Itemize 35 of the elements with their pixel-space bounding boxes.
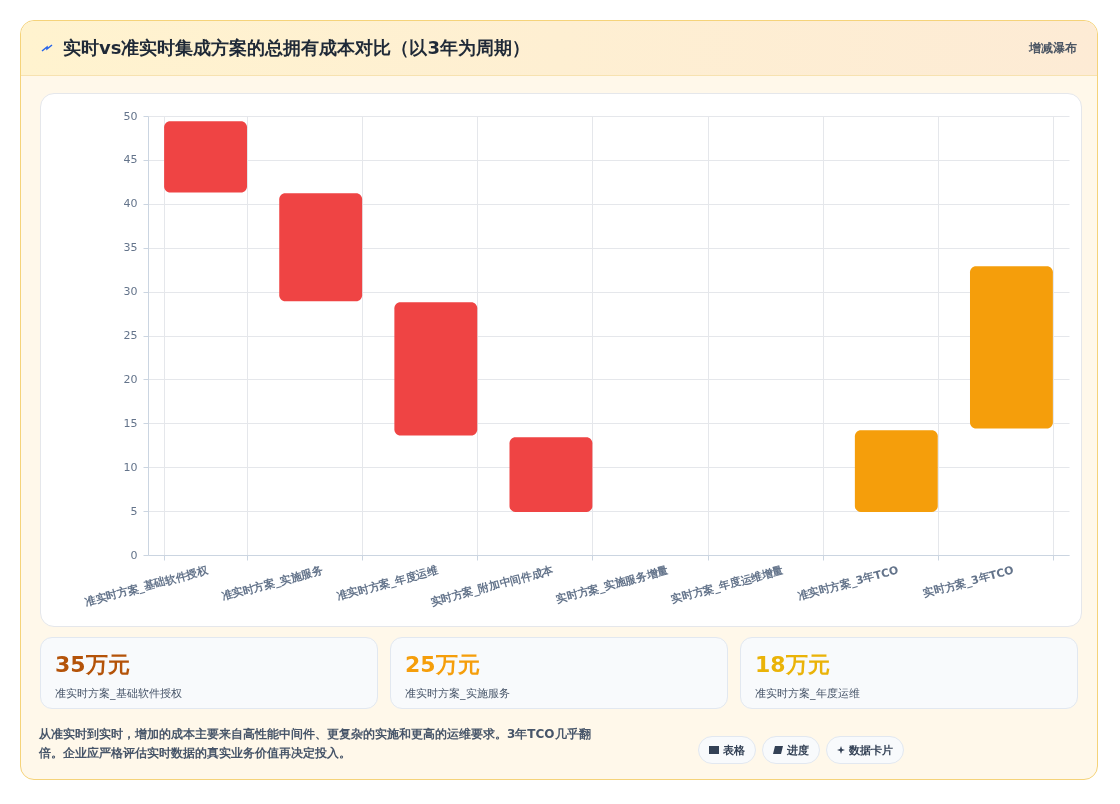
x-tick-label: 实时方案_年度运维增量 [669,563,785,606]
x-tick-label: 准实时方案_3年TCO [796,563,900,604]
y-tick-label: 25 [123,329,138,342]
y-tick-label: 35 [123,241,138,255]
chart-title: 实时vs准实时集成方案的总拥有成本对比（以3年为周期） [63,36,530,60]
text: 从准实时到实时，增加的成本主要来自高性能中间件、更复杂的实施和更高的运维要求。3年TCO几乎翻倍。企业应严格评估实时数据的真实业务价值再决定投入。 [39,726,592,762]
y-tick-label: 15 [123,416,138,430]
text: 数据卡片 [849,742,893,758]
bar [164,121,248,193]
y-tick-label: 20 [123,372,138,386]
y-tick-label: 30 [123,285,138,299]
x-tick-label: 准实时方案_实施服务 [219,563,325,604]
text: 35万元 [55,651,131,679]
bar [509,437,593,512]
y-tick-label: 0 [130,548,138,562]
text: 表格 [723,742,745,758]
text: 18万元 [755,651,831,679]
bar [394,302,478,436]
text: 增减瀑布 [1029,39,1077,57]
x-tick-label: 实时方案_3年TCO [921,563,1016,601]
y-tick-label: 10 [123,460,138,474]
text: 准实时方案_基础软件授权 [55,686,183,701]
text: 准实时方案_年度运维 [755,686,861,701]
text: 25万元 [405,651,481,679]
bar [279,193,363,302]
x-tick-label: 实时方案_实施服务增量 [554,563,670,606]
text: 准实时方案_实施服务 [405,686,511,701]
y-tick-label: 5 [130,504,138,518]
y-tick-label: 50 [123,109,138,123]
y-tick-label: 45 [123,153,138,167]
y-tick-label: 40 [123,197,138,211]
x-tick-label: 准实时方案_基础软件授权 [83,563,211,609]
bar [969,266,1053,429]
bar [854,430,938,512]
text: 进度 [787,742,809,758]
